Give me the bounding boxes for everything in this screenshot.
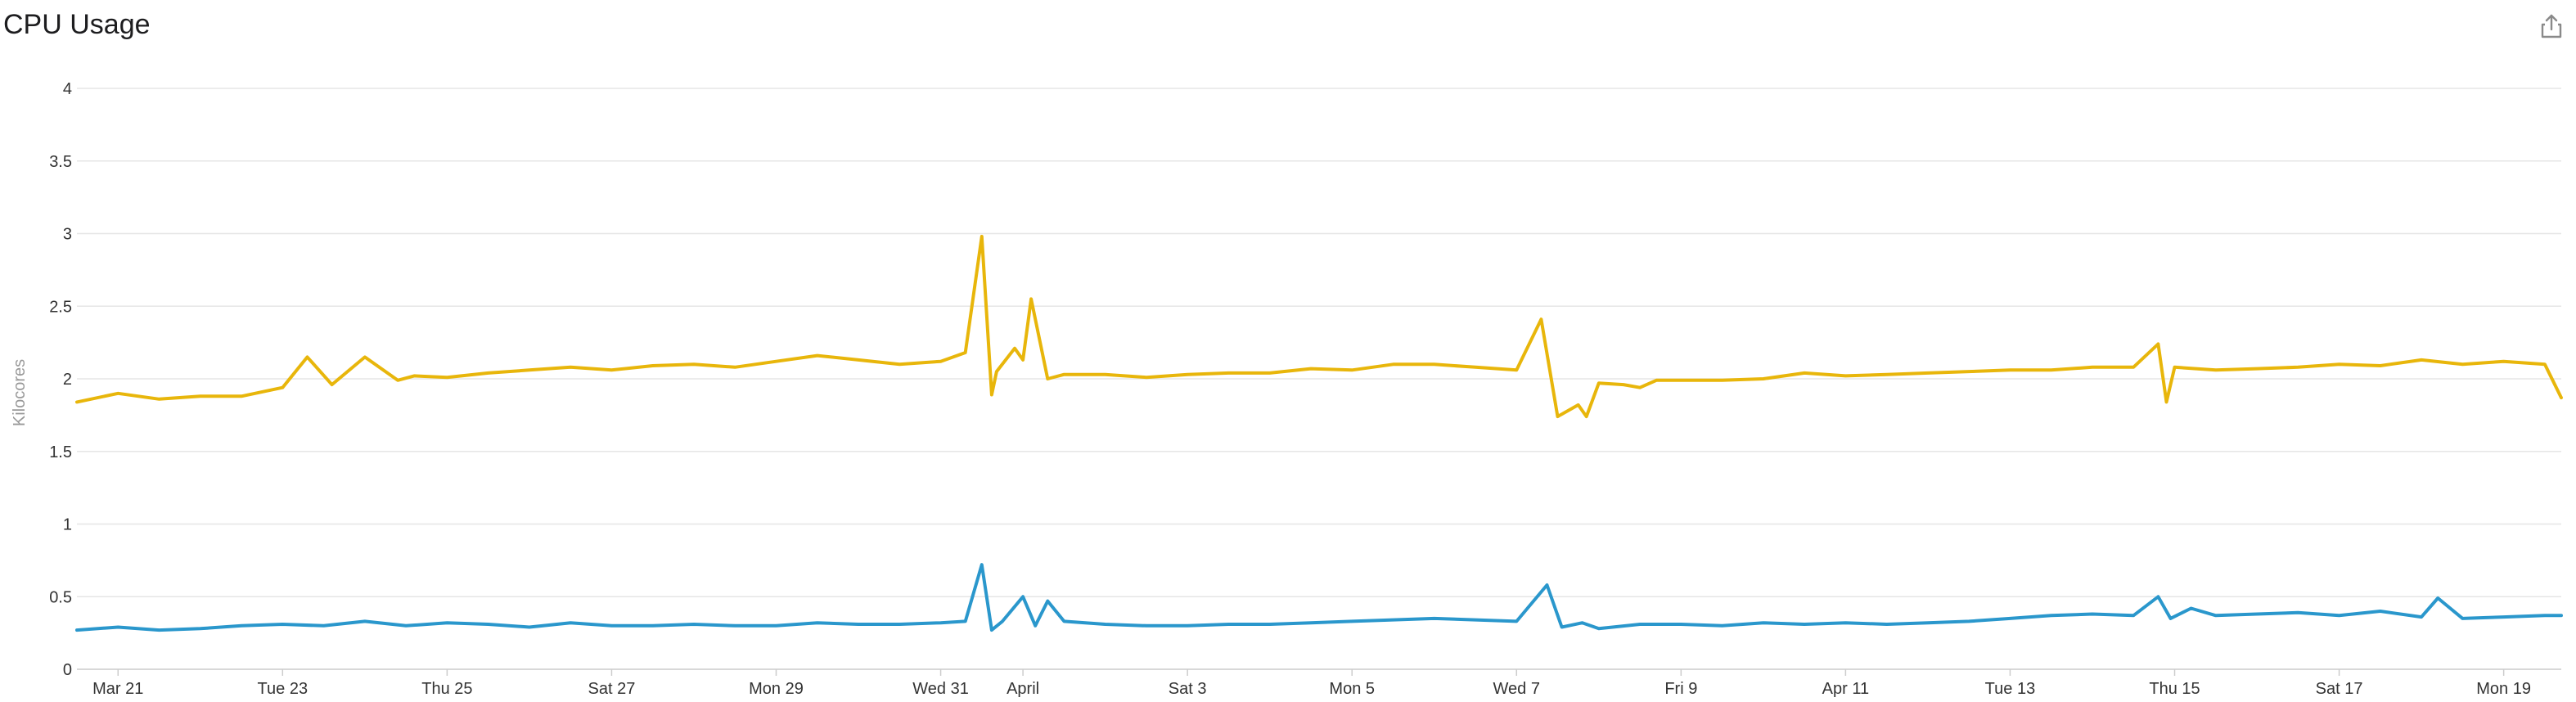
y-tick-label: 2 [63, 371, 72, 389]
x-tick-label: Tue 13 [1985, 680, 2036, 698]
series-line-blue [75, 563, 2563, 632]
y-tick-label: 4 [63, 80, 72, 98]
series-line-yellow [75, 235, 2563, 419]
x-tick-label: Wed 7 [1493, 680, 1540, 698]
x-tick-label: Wed 31 [912, 680, 969, 698]
y-tick-label: 0 [63, 661, 72, 679]
y-tick-label: 2.5 [49, 298, 72, 316]
x-tick-label: Mon 5 [1329, 680, 1375, 698]
series-lines [75, 235, 2563, 632]
x-tick-label: Fri 9 [1664, 680, 1697, 698]
x-axis-ticks: Mar 21 Tue 23 Thu 25 Sat 27 Mon 29 Wed 31 Apri… [92, 669, 2531, 698]
y-axis-title: Kilocores [11, 359, 29, 426]
x-tick-label: Thu 15 [2149, 680, 2200, 698]
x-tick-label: Mon 19 [2476, 680, 2531, 698]
export-button[interactable] [2537, 11, 2566, 41]
y-tick-label: 3 [63, 226, 72, 244]
x-tick-label: Apr 11 [1822, 680, 1869, 698]
x-tick-label: Sat 17 [2316, 680, 2363, 698]
y-tick-label: 1 [63, 516, 72, 534]
x-tick-label: Sat 3 [1169, 680, 1207, 698]
y-tick-label: 0.5 [49, 588, 72, 606]
x-tick-label: April [1007, 680, 1039, 698]
y-tick-label: 1.5 [49, 443, 72, 461]
x-tick-label: Sat 27 [588, 680, 636, 698]
y-axis-ticks: 0 0.5 1 1.5 2 2.5 3 3.5 4 [49, 80, 72, 679]
y-tick-label: 3.5 [49, 153, 72, 171]
x-tick-label: Mar 21 [92, 680, 143, 698]
x-tick-label: Thu 25 [421, 680, 472, 698]
share-export-icon [2541, 14, 2562, 38]
x-tick-label: Tue 23 [258, 680, 308, 698]
x-tick-label: Mon 29 [749, 680, 804, 698]
grid-lines [77, 88, 2561, 670]
chart-title: CPU Usage [3, 9, 151, 40]
